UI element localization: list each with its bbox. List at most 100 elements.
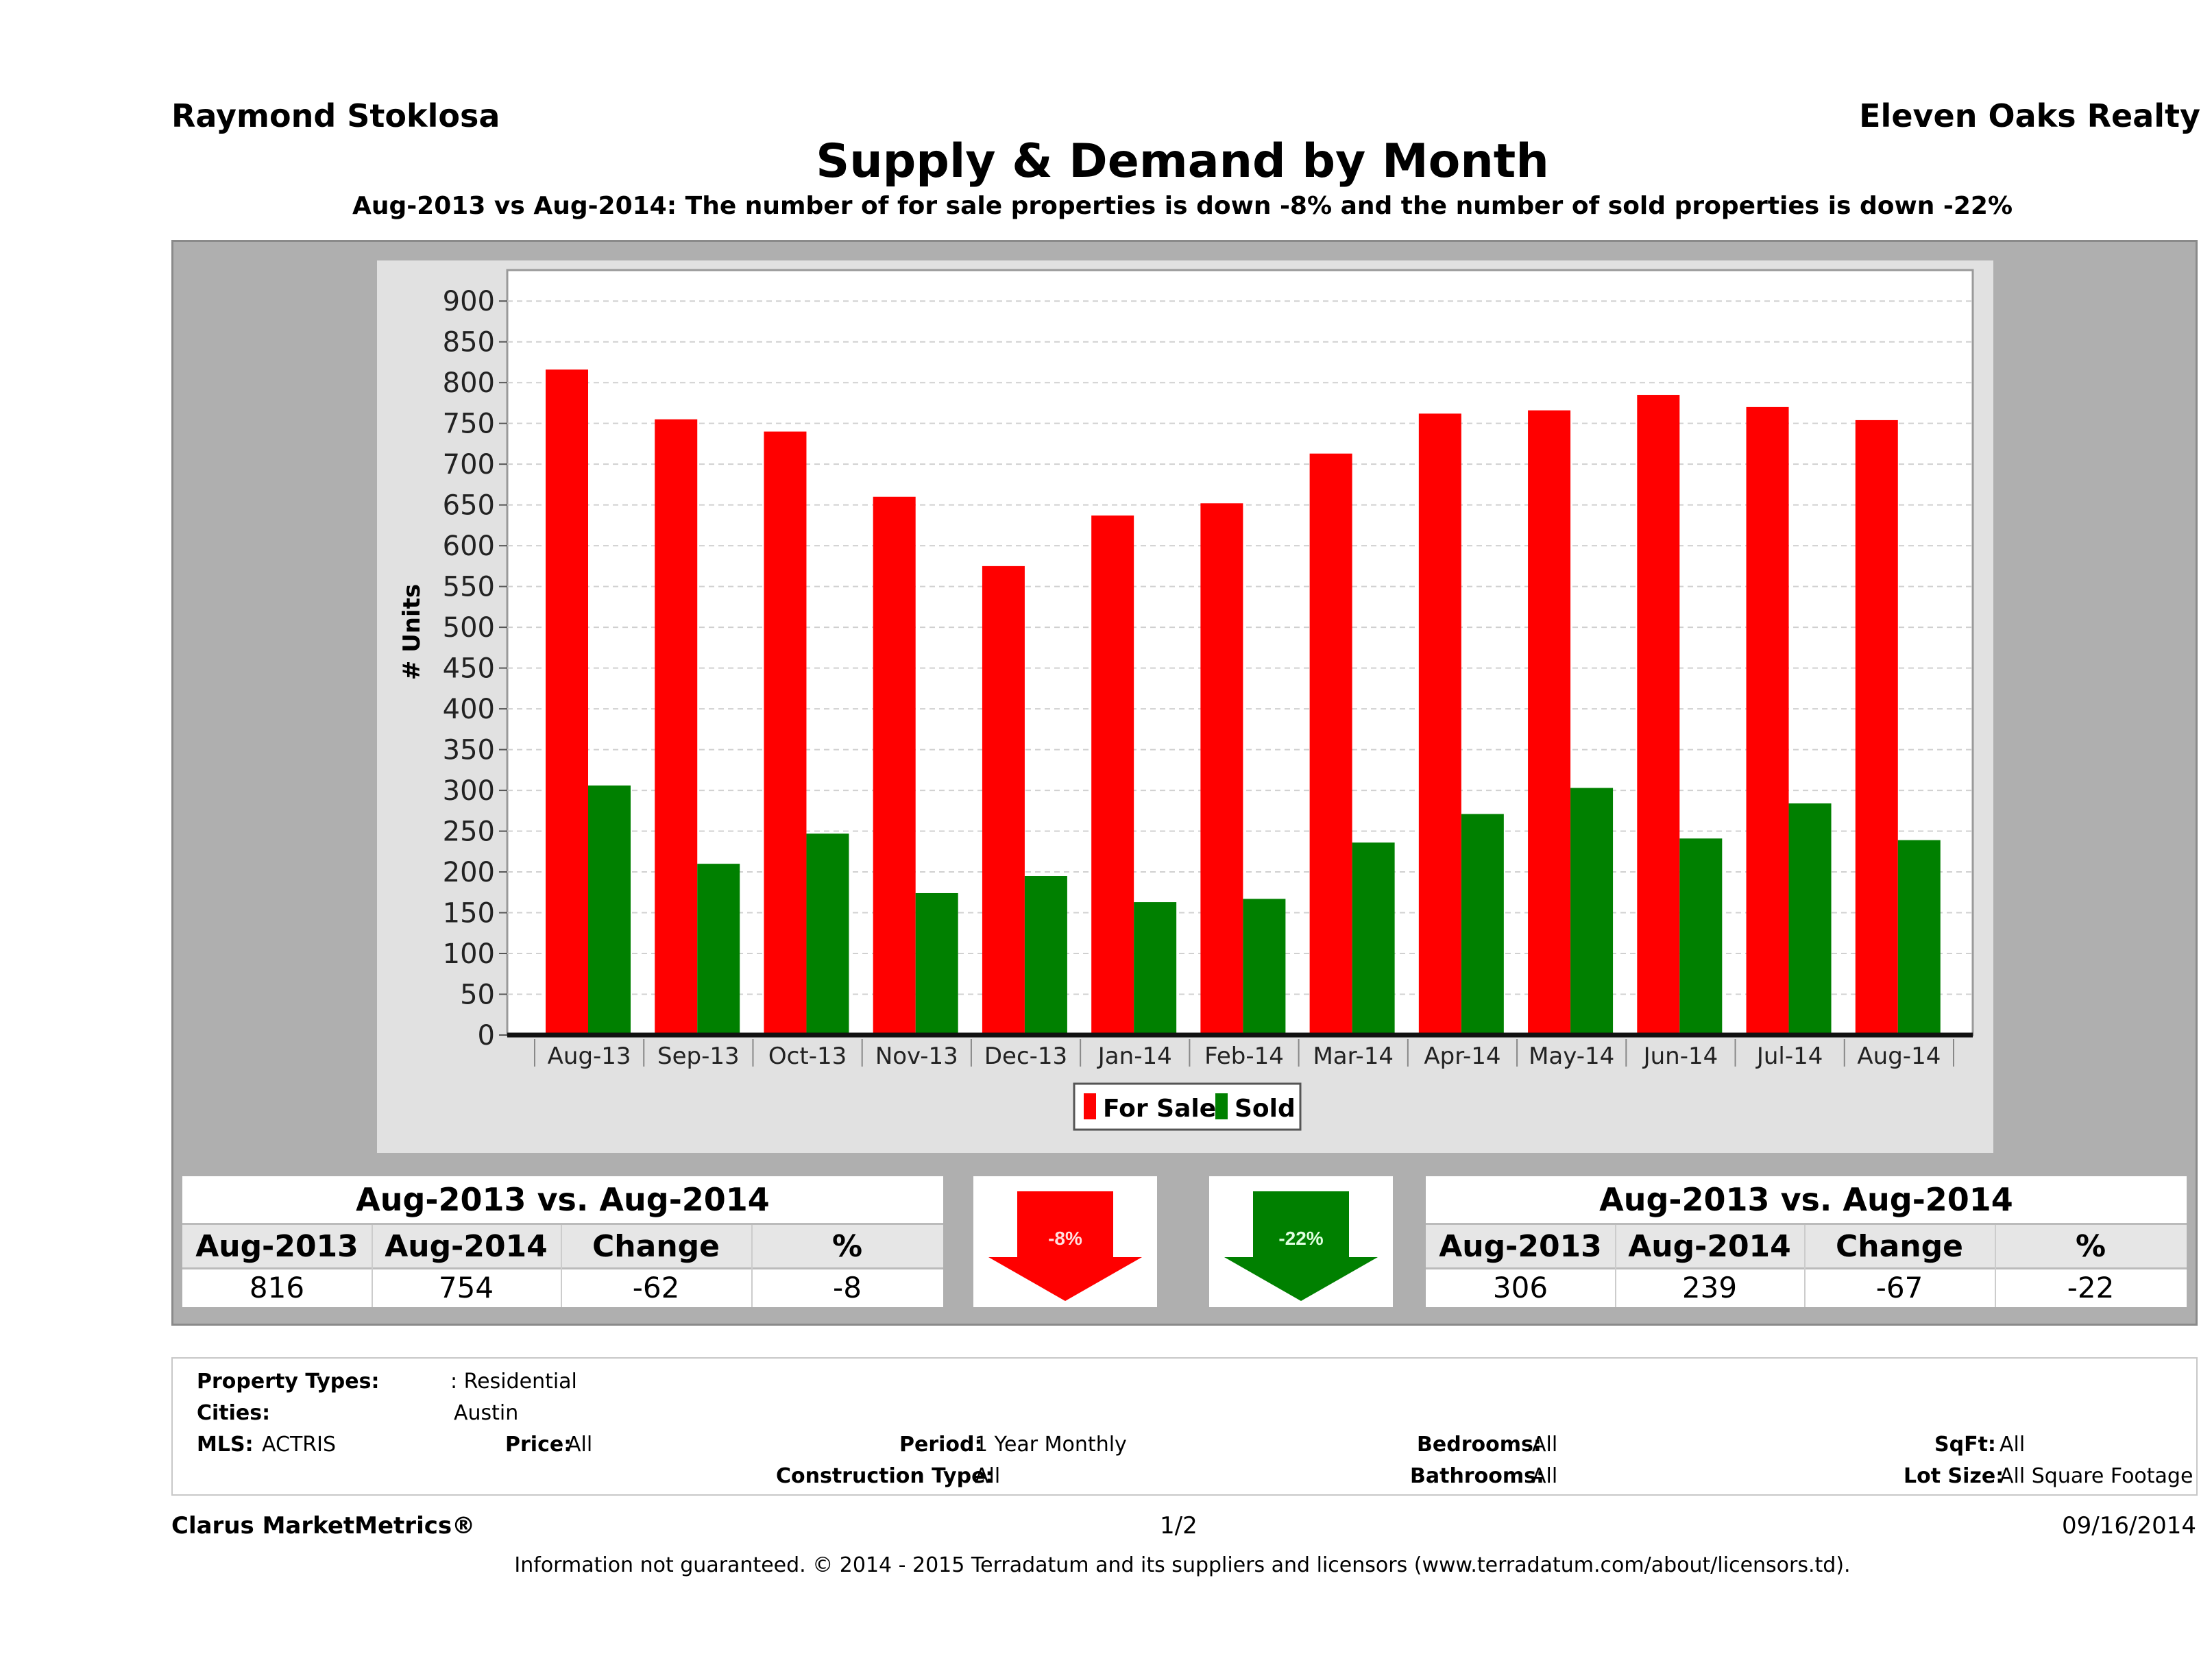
header-cell: %: [2075, 1228, 2106, 1264]
sold-bar: [1679, 838, 1723, 1035]
for-sale-bar: [873, 496, 916, 1035]
sold-change-label: -22%: [1278, 1228, 1323, 1249]
construction-label: Construction Type:: [776, 1464, 994, 1488]
sold-summary: Aug-2013 vs. Aug-2014 Aug-2013 Aug-2014 …: [1426, 1176, 2187, 1307]
report-title: Supply & Demand by Month: [816, 134, 1549, 189]
cities-label: Cities:: [197, 1401, 271, 1425]
sold-summary-header: Aug-2013 Aug-2014 Change %: [1426, 1223, 2187, 1269]
header-cell: Aug-2013: [182, 1225, 373, 1267]
value-cell: 754: [372, 1267, 562, 1307]
cities-value: Austin: [454, 1401, 519, 1425]
sqft-label: SqFt:: [1934, 1433, 1996, 1457]
x-tick-label: Dec-13: [984, 1043, 1067, 1070]
x-tick-label: Jul-14: [1755, 1043, 1823, 1070]
value-cell: -22: [2067, 1270, 2115, 1304]
legend: [1073, 1082, 1302, 1131]
for-sale-bar: [1637, 395, 1680, 1035]
construction-value: All: [975, 1464, 1001, 1488]
y-tick-label: 150: [443, 898, 495, 929]
lot-size-value: All Square Footage: [2000, 1464, 2193, 1488]
y-tick-label: 550: [443, 572, 495, 603]
x-tick-label: Jan-14: [1097, 1043, 1172, 1070]
for-sale-bar: [546, 369, 588, 1035]
x-tick-label: Apr-14: [1424, 1043, 1500, 1070]
for-sale-summary-values: 816 754 -62 -8: [182, 1267, 943, 1307]
y-tick-label: 200: [443, 857, 495, 888]
legend-for-sale-label: For Sale: [1103, 1095, 1216, 1123]
legend-for-sale-swatch: [1084, 1093, 1096, 1119]
y-tick-label: 750: [443, 409, 495, 440]
sold-bar: [588, 785, 631, 1035]
for-sale-bar: [1746, 406, 1789, 1035]
y-tick-label: 500: [443, 612, 495, 644]
sold-bar: [697, 864, 740, 1035]
y-tick-label: 450: [443, 653, 495, 685]
for-sale-summary-title: Aug-2013 vs. Aug-2014: [356, 1181, 770, 1218]
header-cell: Change: [561, 1225, 753, 1267]
for-sale-bar: [1200, 503, 1243, 1035]
chart-panel: 0 50 100 150 200 250 300 350 400 450 500 550 600 650 7…: [377, 260, 1993, 1153]
period-label: Period:: [899, 1433, 983, 1457]
x-tick-label: Mar-14: [1313, 1043, 1394, 1070]
sold-change-arrow: -22%: [1209, 1176, 1393, 1307]
y-tick-label: 350: [443, 735, 495, 766]
x-tick-label: Sep-13: [657, 1043, 740, 1070]
header-cell: Change: [1804, 1225, 1996, 1267]
down-arrow-icon: [1224, 1191, 1378, 1301]
value-cell: 816: [182, 1267, 373, 1307]
y-tick-label: 50: [460, 980, 495, 1011]
report-date: 09/16/2014: [2062, 1512, 2196, 1540]
sold-bar: [1024, 875, 1067, 1035]
sold-bar: [1243, 899, 1286, 1035]
for-sale-bar: [764, 431, 807, 1035]
y-tick-label: 650: [443, 490, 495, 522]
footer-brand: Clarus MarketMetrics®: [171, 1512, 476, 1540]
x-tick-label: Aug-14: [1857, 1043, 1941, 1070]
sold-bar: [806, 834, 849, 1035]
header-cell: %: [831, 1228, 863, 1264]
x-tick-label: Aug-13: [548, 1043, 631, 1070]
y-tick-label: 800: [443, 367, 495, 399]
for-sale-bar: [1418, 413, 1461, 1035]
x-tick-label: Oct-13: [768, 1043, 847, 1070]
for-sale-summary: Aug-2013 vs. Aug-2014 Aug-2013 Aug-2014 …: [182, 1176, 943, 1307]
x-tick-label: Nov-13: [875, 1043, 958, 1070]
sold-summary-title: Aug-2013 vs. Aug-2014: [1599, 1181, 2013, 1218]
value-cell: 239: [1615, 1267, 1806, 1307]
mls-value: ACTRIS: [262, 1433, 337, 1457]
y-tick-label: 300: [443, 775, 495, 807]
supply-demand-chart: 0 50 100 150 200 250 300 350 400 450 500 550 600 650 7…: [398, 269, 1974, 1131]
sold-bar: [1788, 803, 1832, 1035]
value-cell: 306: [1426, 1267, 1616, 1307]
price-label: Price:: [505, 1433, 572, 1457]
sold-bar: [1461, 814, 1504, 1035]
for-sale-bar: [1855, 420, 1898, 1035]
criteria-box: Property Types: : Residential Cities: Au…: [171, 1357, 2198, 1496]
y-tick-label: 400: [443, 694, 495, 725]
x-tick-label: Jun-14: [1642, 1043, 1718, 1070]
x-tick-label: Feb-14: [1204, 1043, 1284, 1070]
property-types-label: Property Types:: [197, 1370, 380, 1394]
y-tick-label: 0: [478, 1020, 495, 1051]
price-value: All: [567, 1433, 593, 1457]
bedrooms-value: All: [1532, 1433, 1558, 1457]
bathrooms-label: Bathrooms:: [1410, 1464, 1544, 1488]
y-tick-label: 900: [443, 286, 495, 317]
header-cell: Aug-2014: [372, 1225, 562, 1267]
sold-bar: [1134, 902, 1177, 1035]
sold-bar: [1352, 842, 1395, 1035]
sold-bar: [915, 892, 958, 1035]
sqft-value: All: [2000, 1433, 2026, 1457]
header-cell: Aug-2014: [1615, 1225, 1806, 1267]
legend-sold-label: Sold: [1235, 1095, 1296, 1123]
value-cell: -8: [833, 1270, 862, 1304]
value-cell: -67: [1804, 1267, 1996, 1307]
y-tick-label: 100: [443, 938, 495, 970]
y-tick-label: 600: [443, 531, 495, 562]
sold-summary-values: 306 239 -67 -22: [1426, 1267, 2187, 1307]
page-number: 1/2: [1160, 1512, 1198, 1540]
brokerage-name: Eleven Oaks Realty: [1859, 97, 2200, 134]
for-sale-bar: [1309, 453, 1352, 1035]
period-value: 1 Year Monthly: [975, 1433, 1127, 1457]
mls-label: MLS:: [197, 1433, 254, 1457]
